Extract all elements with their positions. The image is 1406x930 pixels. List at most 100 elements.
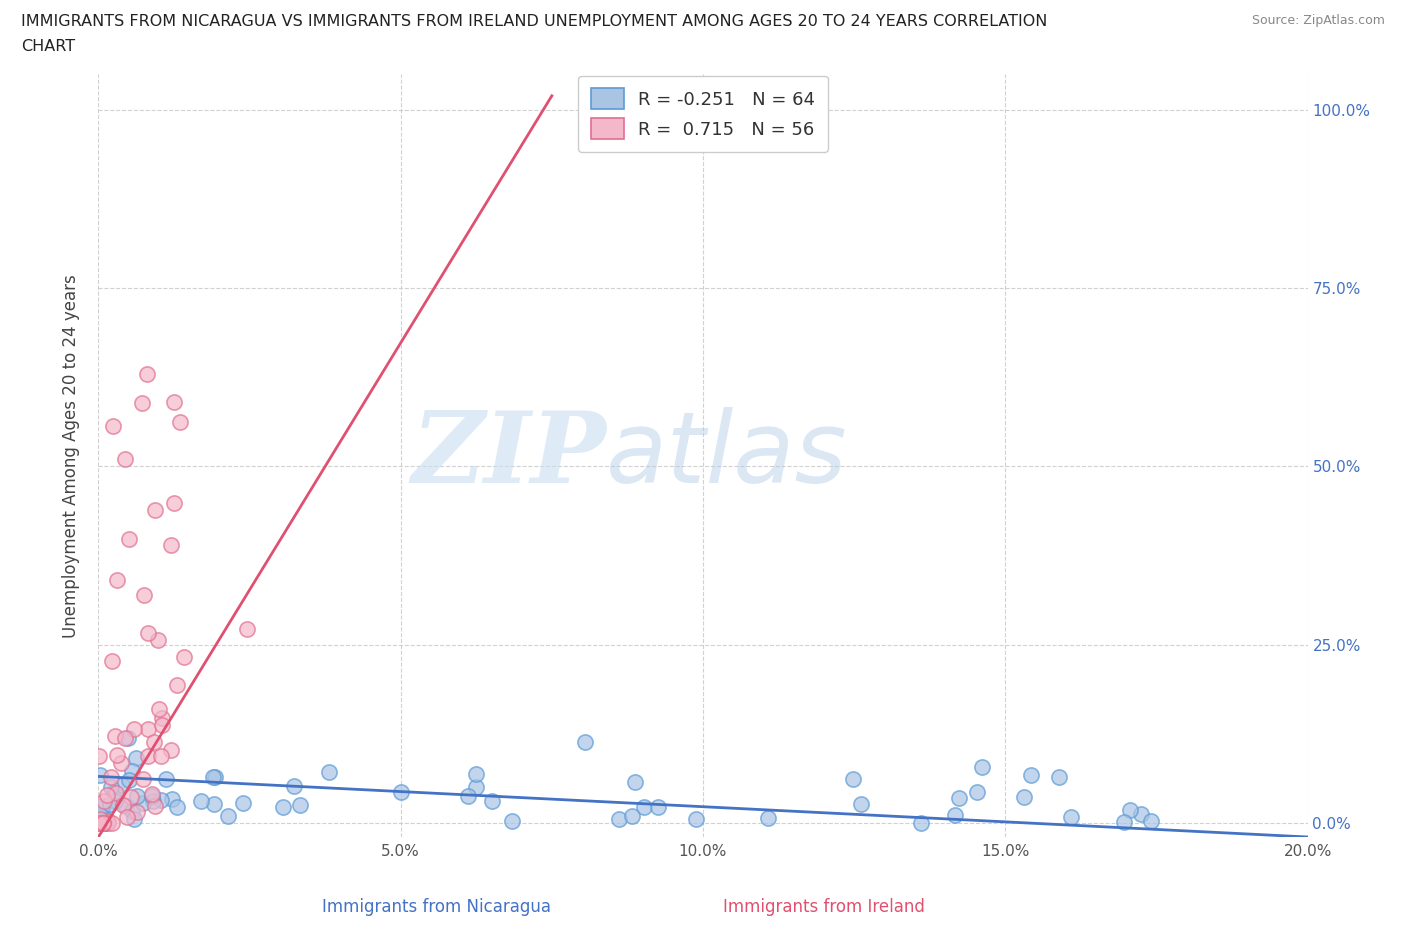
Point bbox=[1112, 815, 1135, 830]
Point bbox=[136, 722, 159, 737]
Point bbox=[115, 810, 138, 825]
Point bbox=[841, 772, 863, 787]
Point bbox=[118, 532, 141, 547]
Point bbox=[110, 756, 132, 771]
Point bbox=[125, 804, 148, 819]
Point bbox=[1129, 806, 1152, 821]
Point bbox=[124, 721, 146, 736]
Point bbox=[148, 701, 170, 716]
Point bbox=[91, 816, 114, 830]
Point bbox=[647, 800, 669, 815]
Point bbox=[623, 775, 645, 790]
Point bbox=[1012, 790, 1035, 804]
Point bbox=[1019, 767, 1042, 782]
Point bbox=[633, 800, 655, 815]
Point bbox=[621, 808, 644, 823]
Point bbox=[143, 503, 166, 518]
Point bbox=[125, 789, 148, 804]
Point bbox=[91, 816, 114, 830]
Point bbox=[948, 790, 970, 805]
Point bbox=[162, 496, 184, 511]
Point bbox=[96, 788, 118, 803]
Point bbox=[202, 770, 225, 785]
Point bbox=[135, 366, 157, 381]
Point bbox=[966, 785, 988, 800]
Point bbox=[97, 816, 120, 830]
Point bbox=[97, 814, 120, 829]
Point bbox=[114, 731, 136, 746]
Point bbox=[465, 779, 488, 794]
Point bbox=[481, 793, 503, 808]
Point bbox=[141, 787, 163, 802]
Text: Immigrants from Ireland: Immigrants from Ireland bbox=[723, 898, 925, 916]
Point bbox=[89, 812, 111, 827]
Point bbox=[235, 621, 257, 636]
Point bbox=[87, 816, 110, 830]
Point bbox=[131, 396, 153, 411]
Point bbox=[943, 808, 966, 823]
Point bbox=[132, 772, 155, 787]
Point bbox=[136, 625, 159, 640]
Point bbox=[93, 793, 115, 808]
Point bbox=[117, 731, 139, 746]
Text: Immigrants from Nicaragua: Immigrants from Nicaragua bbox=[322, 898, 551, 916]
Point bbox=[160, 791, 183, 806]
Point bbox=[190, 793, 212, 808]
Point bbox=[132, 587, 155, 602]
Point bbox=[87, 749, 110, 764]
Point bbox=[121, 764, 143, 778]
Text: atlas: atlas bbox=[606, 407, 848, 504]
Text: Source: ZipAtlas.com: Source: ZipAtlas.com bbox=[1251, 14, 1385, 27]
Point bbox=[94, 816, 117, 830]
Text: IMMIGRANTS FROM NICARAGUA VS IMMIGRANTS FROM IRELAND UNEMPLOYMENT AMONG AGES 20 : IMMIGRANTS FROM NICARAGUA VS IMMIGRANTS … bbox=[21, 14, 1047, 29]
Point bbox=[121, 804, 143, 818]
Point bbox=[173, 649, 195, 664]
Point bbox=[100, 779, 122, 794]
Point bbox=[89, 767, 111, 782]
Point bbox=[204, 796, 226, 811]
Text: ZIP: ZIP bbox=[412, 407, 606, 504]
Point bbox=[910, 815, 932, 830]
Point bbox=[756, 811, 779, 826]
Point bbox=[501, 814, 523, 829]
Point bbox=[149, 749, 172, 764]
Point bbox=[288, 798, 311, 813]
Point bbox=[1139, 813, 1161, 828]
Point bbox=[90, 799, 112, 814]
Point bbox=[136, 749, 159, 764]
Point bbox=[105, 572, 128, 587]
Point bbox=[115, 799, 138, 814]
Point bbox=[150, 711, 173, 725]
Point bbox=[89, 816, 111, 830]
Point bbox=[105, 747, 128, 762]
Point bbox=[91, 802, 114, 817]
Point bbox=[1047, 770, 1070, 785]
Point bbox=[104, 728, 127, 743]
Point bbox=[94, 816, 117, 830]
Point bbox=[93, 816, 115, 830]
Point bbox=[100, 770, 122, 785]
Point bbox=[89, 816, 111, 830]
Point bbox=[160, 538, 183, 552]
Point bbox=[103, 418, 125, 433]
Point bbox=[105, 785, 128, 800]
Point bbox=[98, 796, 121, 811]
Point bbox=[121, 790, 143, 804]
Point bbox=[152, 718, 174, 733]
Point bbox=[169, 414, 191, 429]
Point bbox=[271, 799, 294, 814]
Point bbox=[91, 807, 114, 822]
Point bbox=[142, 735, 165, 750]
Point bbox=[111, 797, 134, 812]
Point bbox=[465, 766, 488, 781]
Point bbox=[163, 394, 186, 409]
Point bbox=[89, 816, 111, 830]
Point bbox=[232, 795, 254, 810]
Point bbox=[457, 789, 479, 804]
Point bbox=[118, 773, 141, 788]
Point bbox=[101, 653, 124, 668]
Y-axis label: Unemployment Among Ages 20 to 24 years: Unemployment Among Ages 20 to 24 years bbox=[62, 273, 80, 638]
Point bbox=[93, 816, 115, 830]
Point bbox=[166, 677, 188, 692]
Point bbox=[217, 808, 239, 823]
